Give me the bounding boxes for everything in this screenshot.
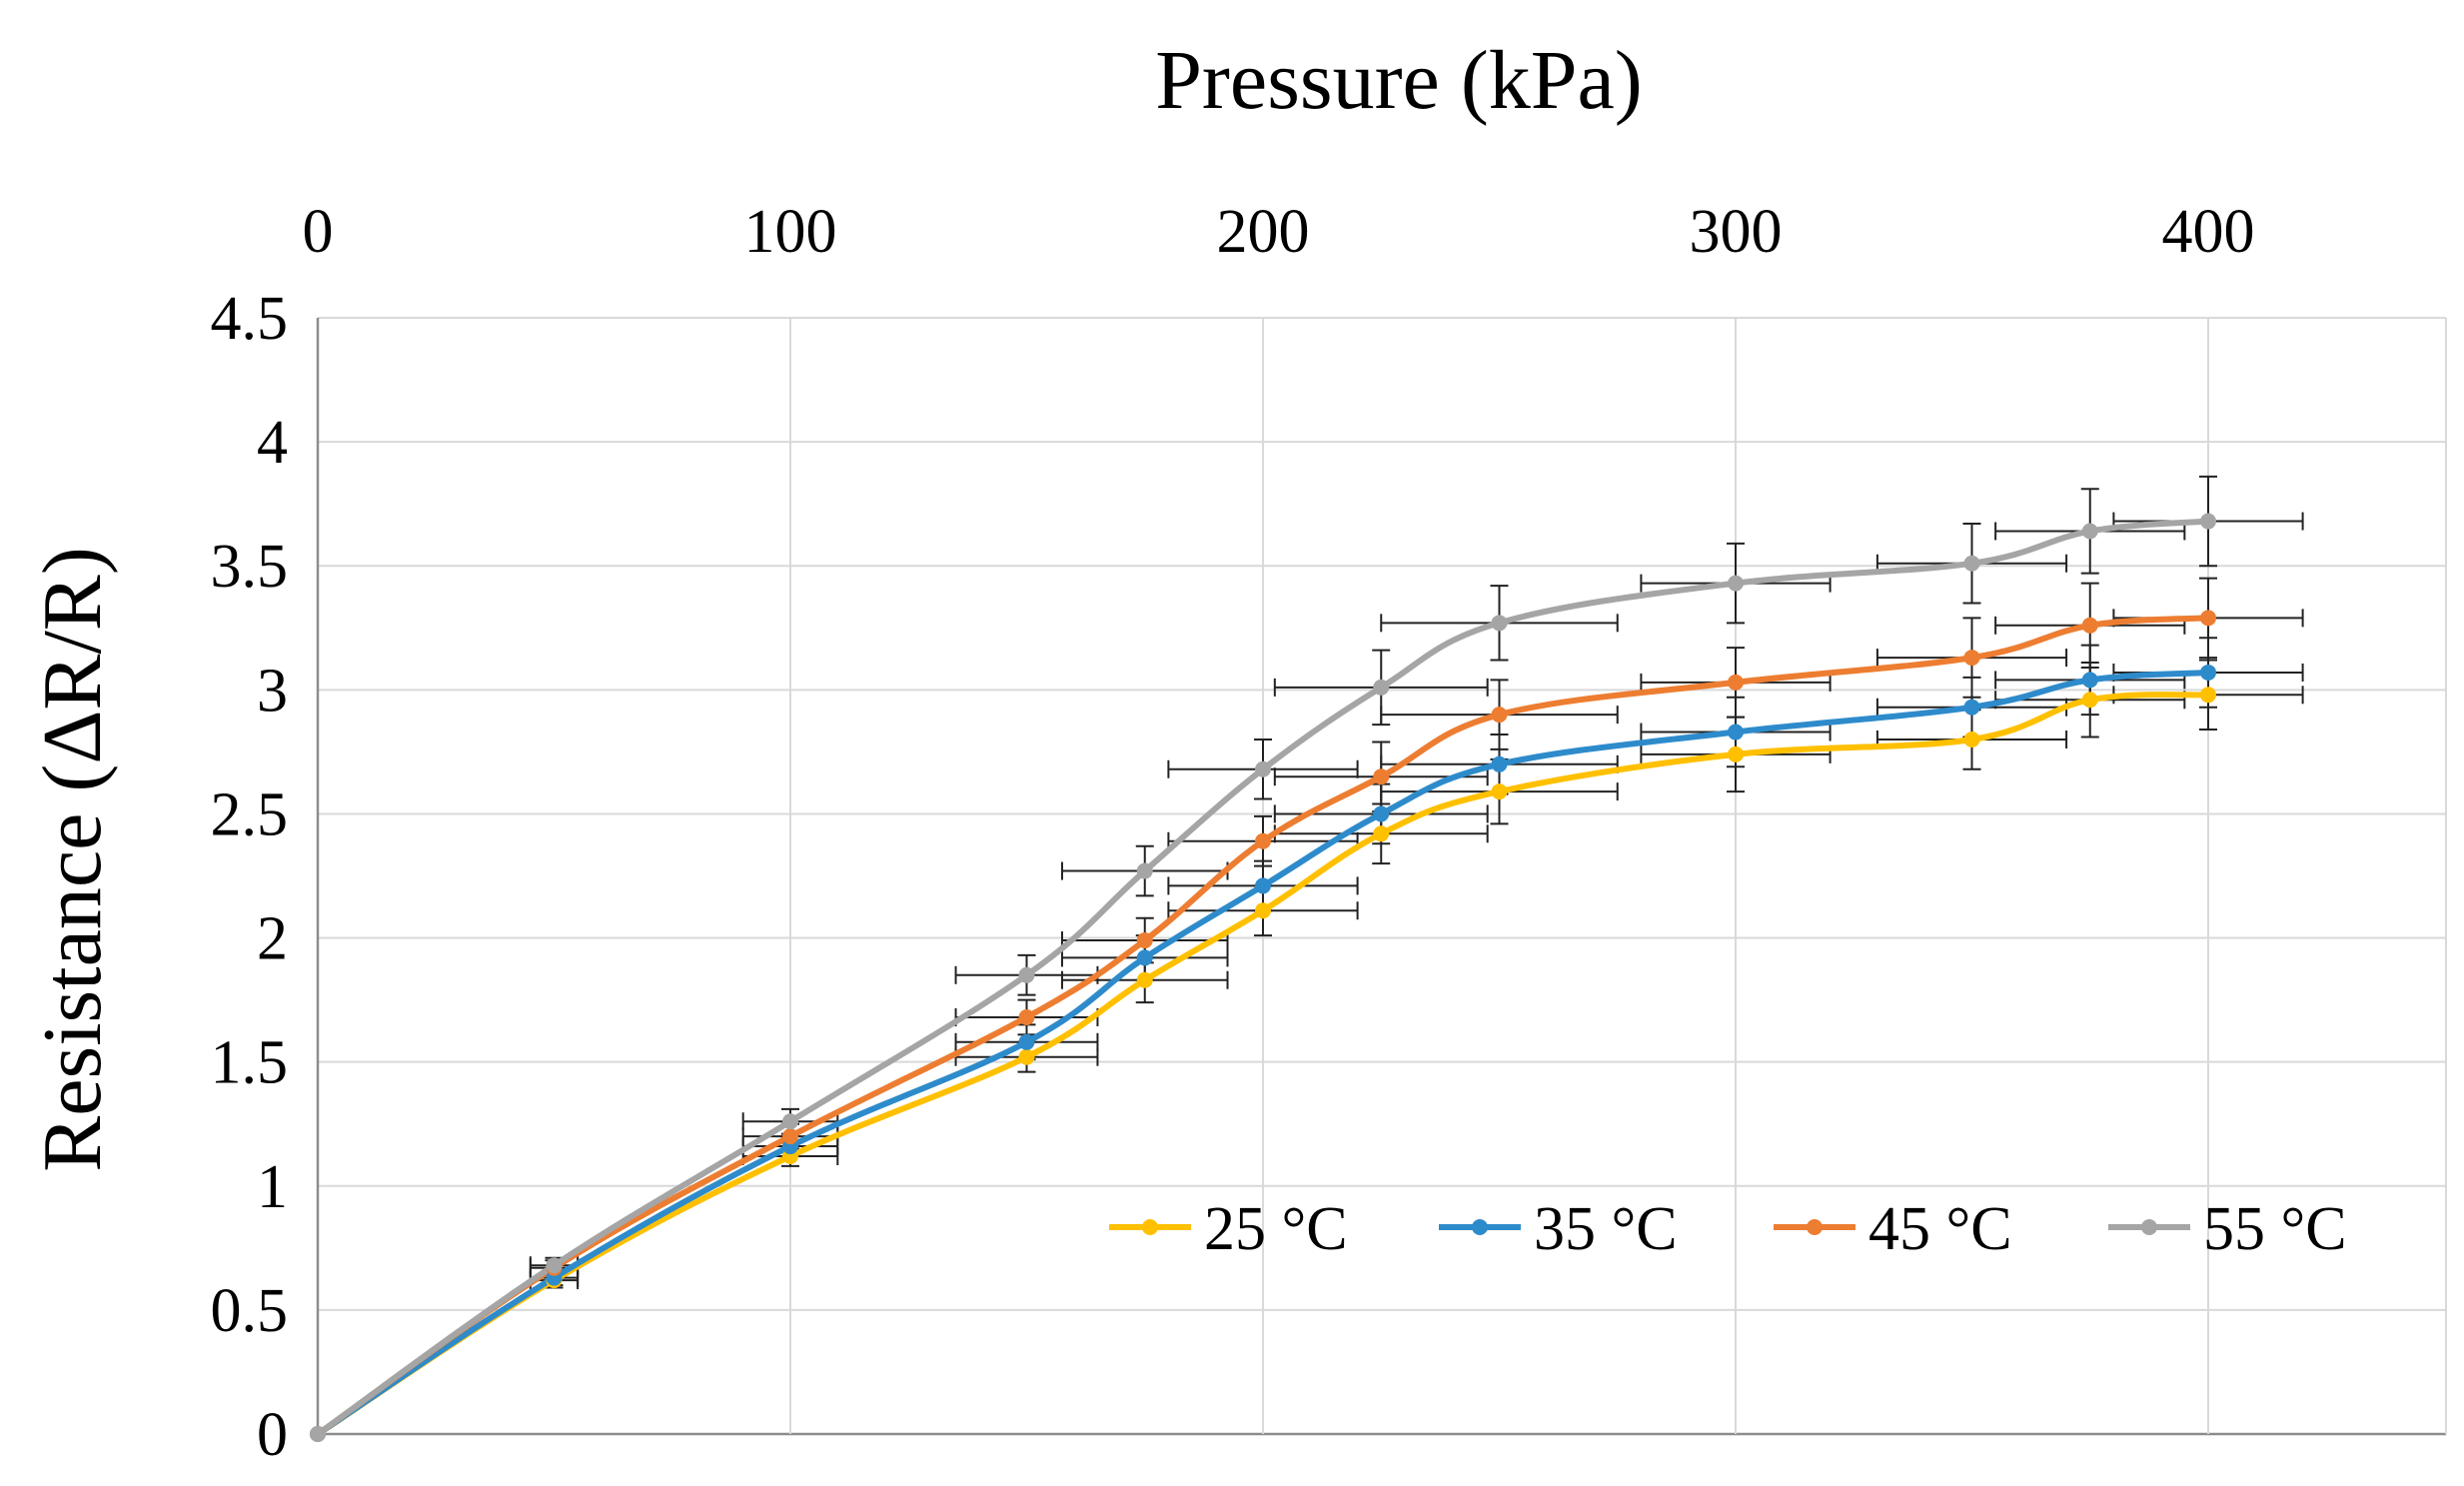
- y-tick-label: 0.5: [211, 1277, 289, 1345]
- data-point: [2200, 664, 2216, 681]
- data-point: [2200, 513, 2216, 530]
- data-point: [1255, 902, 1271, 919]
- y-axis-title: Resistance (ΔR/R): [26, 547, 119, 1172]
- legend-item: 25 °C: [1109, 1195, 1348, 1263]
- data-point: [1963, 555, 1980, 572]
- legend-marker: [1472, 1219, 1488, 1235]
- data-point: [1963, 731, 1980, 747]
- legend-label: 25 °C: [1204, 1195, 1348, 1263]
- data-point: [2200, 687, 2216, 704]
- data-point: [1491, 615, 1508, 632]
- data-point: [1255, 760, 1271, 777]
- data-point: [1373, 825, 1390, 842]
- legend-item: 45 °C: [1774, 1195, 2012, 1263]
- series-line-3: [315, 615, 2211, 1437]
- data-point: [782, 1113, 798, 1130]
- legend-item: 55 °C: [2108, 1195, 2347, 1263]
- y-tick-label: 4: [257, 409, 288, 477]
- data-point: [2081, 523, 2098, 540]
- legend-marker: [2141, 1219, 2157, 1235]
- data-point: [2200, 610, 2216, 627]
- data-point: [1018, 1033, 1035, 1050]
- x-tick-label: 100: [744, 198, 837, 266]
- data-point: [1491, 755, 1508, 772]
- y-tick-label: 2.5: [211, 780, 289, 848]
- data-point: [1728, 724, 1744, 741]
- x-tick-labels: 0 100 200 300 400: [303, 198, 2255, 266]
- data-point: [1255, 877, 1271, 894]
- x-tick-label: 300: [1690, 198, 1783, 266]
- data-point: [2081, 692, 2098, 709]
- x-tick-label: 200: [1217, 198, 1310, 266]
- y-tick-label: 2: [257, 905, 288, 973]
- data-point: [1018, 1048, 1035, 1065]
- data-point: [2081, 617, 2098, 634]
- y-tick-label: 3.5: [211, 533, 289, 601]
- x-axis-title: Pressure (kPa): [1155, 34, 1643, 127]
- y-tick-labels: 0 0.5 1 1.5 2 2.5 3 3.5 4 4.5: [211, 285, 289, 1469]
- data-point: [546, 1257, 563, 1274]
- legend-marker: [1807, 1219, 1823, 1235]
- data-point: [1018, 1008, 1035, 1025]
- gridlines: [316, 317, 2447, 1436]
- data-point: [1136, 932, 1153, 949]
- data-point: [1136, 971, 1153, 988]
- data-point: [782, 1128, 798, 1145]
- y-tick-label: 3: [257, 657, 288, 725]
- series-line-2: [315, 670, 2211, 1437]
- x-tick-label: 0: [303, 198, 334, 266]
- data-point: [1373, 805, 1390, 822]
- series-line-4: [315, 518, 2211, 1437]
- legend-label: 35 °C: [1534, 1195, 1678, 1263]
- y-tick-label: 0: [257, 1401, 288, 1469]
- legend-label: 55 °C: [2203, 1195, 2347, 1263]
- data-point: [1491, 707, 1508, 724]
- data-point: [1491, 783, 1508, 800]
- data-point: [2081, 672, 2098, 689]
- series-line-1: [315, 692, 2211, 1437]
- x-tick-label: 400: [2162, 198, 2255, 266]
- data-point: [1728, 674, 1744, 691]
- y-tick-label: 1.5: [211, 1029, 289, 1097]
- data-point: [1136, 862, 1153, 879]
- data-point: [1255, 832, 1271, 849]
- legend: 25 °C 35 °C 45 °C 55 °C: [1109, 1195, 2347, 1263]
- data-point: [1728, 745, 1744, 762]
- series-markers: [310, 513, 2216, 1442]
- data-point: [1373, 679, 1390, 696]
- error-bars: [529, 475, 2304, 1290]
- y-tick-label: 4.5: [211, 285, 289, 353]
- data-point: [1963, 650, 1980, 667]
- data-point: [1963, 699, 1980, 716]
- legend-label: 45 °C: [1868, 1195, 2012, 1263]
- data-point: [1373, 768, 1390, 785]
- series-lines: [315, 518, 2211, 1437]
- data-point: [310, 1426, 326, 1442]
- y-tick-label: 1: [257, 1153, 288, 1221]
- legend-item: 35 °C: [1439, 1195, 1678, 1263]
- data-point: [1728, 575, 1744, 592]
- data-point: [1136, 949, 1153, 966]
- legend-marker: [1142, 1219, 1158, 1235]
- data-point: [1018, 966, 1035, 983]
